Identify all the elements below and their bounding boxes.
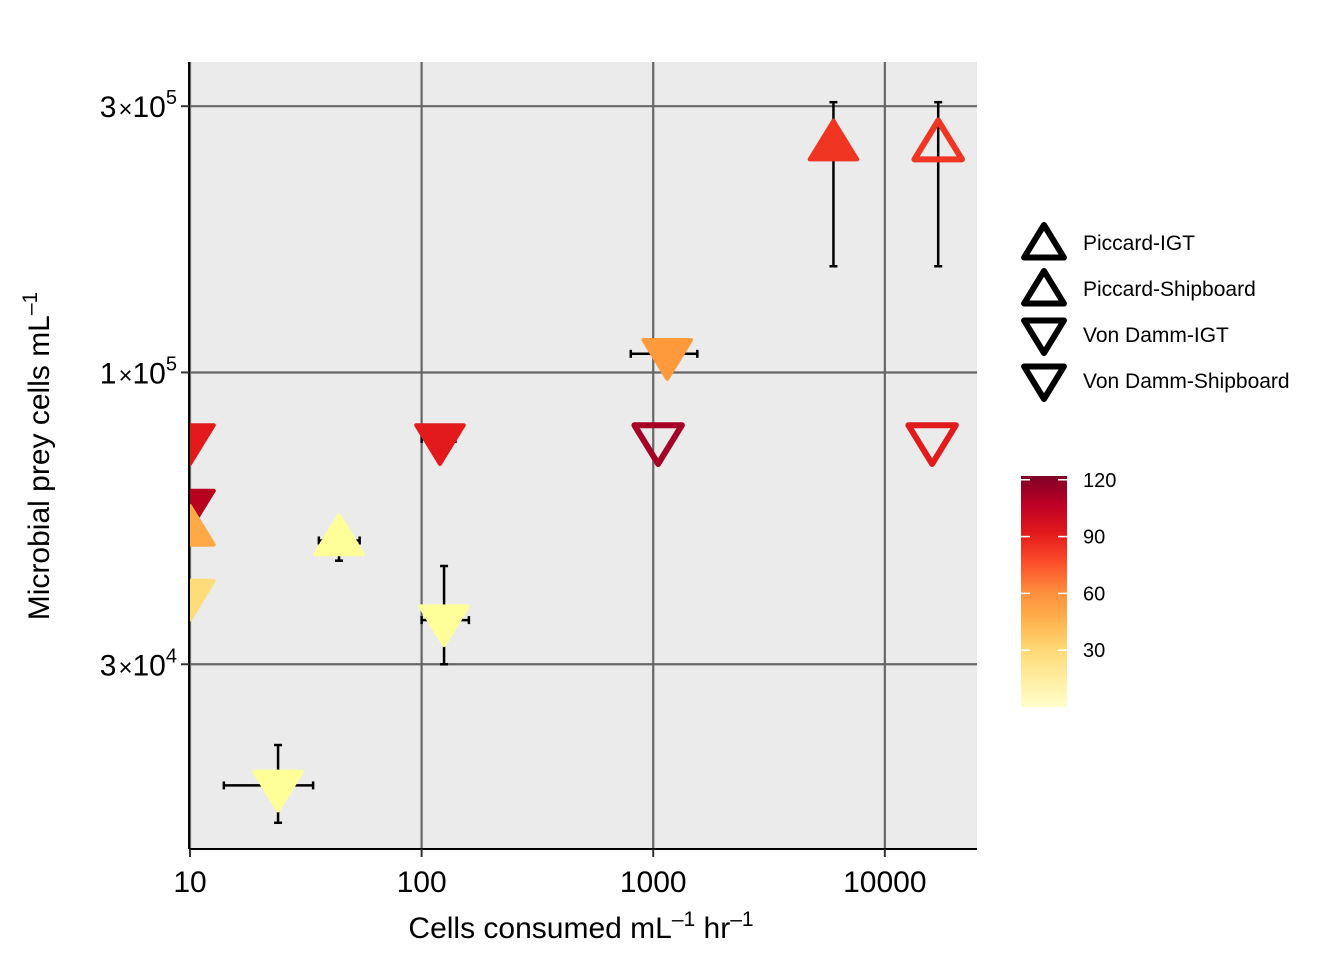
x-tick-label: 10 [173, 866, 206, 899]
shape-legend: Piccard-IGT Piccard-Shipboard Von Damm-IGT… [1021, 222, 1290, 402]
x-tick-label: 1000 [620, 866, 687, 899]
von-damm-igt-point [418, 604, 470, 648]
colorbar-label: 90 [1083, 527, 1105, 549]
legend-symbol [1021, 317, 1067, 356]
colorbar-label: 30 [1083, 640, 1105, 662]
y-axis-ticks: 3×104 1×105 3×105 [100, 87, 189, 682]
von-damm-igt-point [189, 423, 216, 466]
piccard-igt-point [189, 503, 216, 547]
data-points [189, 117, 965, 813]
y-axis-title: Microbial prey cells mL–1 [19, 292, 56, 620]
colorbar [1021, 476, 1067, 707]
y-tick-label: 3×105 [100, 87, 177, 124]
x-tick-label: 100 [397, 866, 447, 899]
legend-symbol [1021, 363, 1067, 402]
von-damm-igt-point [189, 578, 216, 622]
x-axis-title: Cells consumed mL–1 hr–1 [408, 908, 753, 945]
von-damm-igt-point [641, 338, 694, 381]
von-damm-shipboard-point [631, 422, 685, 467]
piccard-igt-point [807, 118, 860, 162]
colorbar-label: 120 [1083, 470, 1116, 492]
legend-symbol [1021, 222, 1067, 261]
von-damm-shipboard-point [905, 422, 959, 467]
y-tick-label: 3×104 [100, 645, 177, 682]
color-legend: 120 90 60 30 [1021, 470, 1116, 707]
legend-label: Von Damm-IGT [1083, 324, 1229, 347]
x-tick-label: 10000 [843, 866, 926, 899]
von-damm-igt-point [252, 769, 304, 813]
legend-label: Piccard-Shipboard [1083, 278, 1256, 301]
piccard-shipboard-point [911, 117, 965, 163]
x-axis-ticks: 10 100 1000 10000 [173, 849, 927, 899]
von-damm-igt-point [414, 423, 466, 466]
legend-label: Piccard-IGT [1083, 232, 1195, 255]
plot-panel [189, 62, 977, 849]
y-tick-label: 1×105 [100, 353, 177, 390]
colorbar-label: 60 [1083, 583, 1105, 605]
piccard-igt-point [313, 513, 365, 557]
legend-symbol [1021, 268, 1067, 307]
legend-label: Von Damm-Shipboard [1083, 370, 1290, 393]
